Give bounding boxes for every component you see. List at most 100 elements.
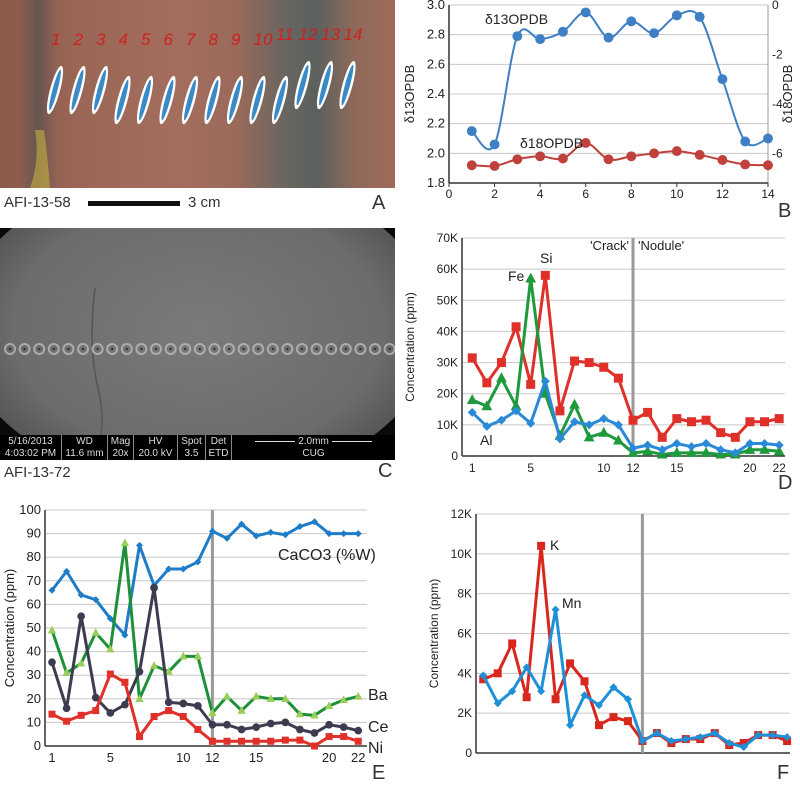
sample-id-a: AFI-13-58: [4, 194, 71, 211]
marker-square: [136, 733, 143, 741]
marker-square: [508, 639, 517, 648]
sample-mark-number: 12: [299, 25, 318, 44]
marker-square: [252, 737, 260, 745]
marker-square: [594, 721, 603, 730]
marker-diamond: [496, 415, 506, 425]
x-tick-label: 2: [491, 187, 498, 201]
ablation-spot-center: [8, 347, 12, 351]
panel-letter-b: B: [778, 200, 792, 222]
ablation-spot-center: [154, 347, 158, 351]
y-tick-label: 2.4: [427, 86, 445, 101]
marker-triangle: [642, 445, 654, 456]
series-line: [50, 541, 359, 717]
marker-triangle: [339, 695, 348, 704]
marker-triangle: [76, 658, 86, 667]
sample-mark-number: 6: [164, 30, 174, 49]
marker-diamond: [643, 440, 653, 450]
marker-diamond: [613, 420, 623, 430]
marker-square: [537, 541, 546, 550]
slit-fill: [206, 79, 219, 121]
x-tick-label: 1: [48, 750, 55, 765]
marker-diamond: [566, 721, 575, 730]
panel-letter-e: E: [372, 762, 386, 784]
ablation-spot: [193, 343, 206, 355]
series-line: [50, 586, 359, 735]
marker-square: [540, 270, 550, 280]
slit-fill: [161, 79, 174, 121]
series-si: [467, 270, 784, 442]
x-tick-label: 0: [446, 187, 453, 201]
annotation-crack: 'Crack': [590, 238, 629, 253]
marker-diamond: [760, 439, 770, 449]
marker-diamond: [594, 701, 603, 710]
ablation-spot-center: [315, 347, 318, 351]
ablation-spot-center: [52, 347, 55, 351]
sem-mag-label: Mag: [110, 435, 131, 447]
marker-circle: [121, 700, 129, 709]
marker-diamond: [710, 729, 719, 738]
sem-det: ETD: [208, 447, 229, 459]
marker-diamond: [768, 731, 777, 740]
series-label: δ18OPDB: [520, 135, 583, 151]
slit-fill: [184, 79, 196, 121]
marker-triangle: [525, 272, 537, 283]
marker-diamond: [783, 733, 792, 742]
marker-square: [238, 737, 246, 745]
marker-circle: [91, 693, 100, 702]
sample-mark-number: 3: [96, 30, 106, 49]
sem-spot: 3.5: [184, 447, 199, 459]
marker-triangle: [237, 706, 246, 714]
y-tick-label: 3.0: [427, 0, 445, 12]
x-tick-label: 12: [626, 461, 640, 475]
marker-circle: [193, 702, 202, 710]
marker-circle: [135, 667, 144, 676]
marker-diamond: [657, 445, 667, 455]
marker-square: [48, 710, 56, 718]
marker-triangle: [612, 434, 624, 445]
marker-circle: [626, 151, 637, 162]
series-label: CaCO3 (%W): [278, 547, 376, 564]
marker-diamond: [555, 434, 565, 444]
marker-square: [354, 737, 362, 745]
marker-triangle: [324, 701, 334, 710]
sample-id-c: AFI-13-72: [4, 464, 71, 481]
ablation-spot: [179, 343, 192, 355]
marker-diamond: [526, 418, 536, 428]
y-tick-label: 40: [27, 644, 41, 659]
ablation-spot-center: [67, 347, 70, 351]
marker-square: [643, 407, 653, 417]
marker-triangle: [135, 694, 144, 702]
slit-fill: [94, 69, 106, 111]
sem-time: 4:03:02 PM: [4, 447, 57, 459]
sample-mark-number: 7: [186, 30, 196, 49]
marker-circle: [671, 146, 682, 157]
marker-square: [657, 432, 667, 442]
y-axis-label: Concentration (ppm): [2, 569, 17, 688]
marker-triangle: [47, 625, 57, 634]
ablation-spot-center: [344, 347, 347, 351]
sample-mark-number: 11: [276, 25, 294, 44]
marker-square: [467, 353, 477, 363]
marker-circle: [296, 725, 304, 734]
marker-diamond: [570, 417, 580, 427]
y2-tick-label: -2: [772, 47, 783, 61]
marker-square: [730, 432, 740, 442]
marker-diamond: [63, 567, 71, 575]
series-18opdb: [466, 138, 773, 171]
marker-diamond: [672, 439, 682, 449]
y2-tick-label: -6: [772, 146, 783, 160]
ablation-spot: [4, 343, 16, 355]
panel-letter-c: C: [378, 460, 393, 482]
sem-scale-line: [331, 441, 372, 442]
marker-triangle: [106, 644, 115, 653]
ablation-spot: [266, 343, 279, 355]
marker-triangle: [179, 651, 188, 660]
series-label: Al: [480, 432, 492, 448]
marker-triangle: [266, 694, 275, 702]
slits-group: [46, 60, 356, 125]
scale-bar: [88, 201, 180, 206]
marker-diamond: [774, 440, 784, 450]
marker-diamond: [354, 530, 362, 538]
series-label: K: [550, 537, 560, 553]
gridlines: [449, 4, 768, 154]
